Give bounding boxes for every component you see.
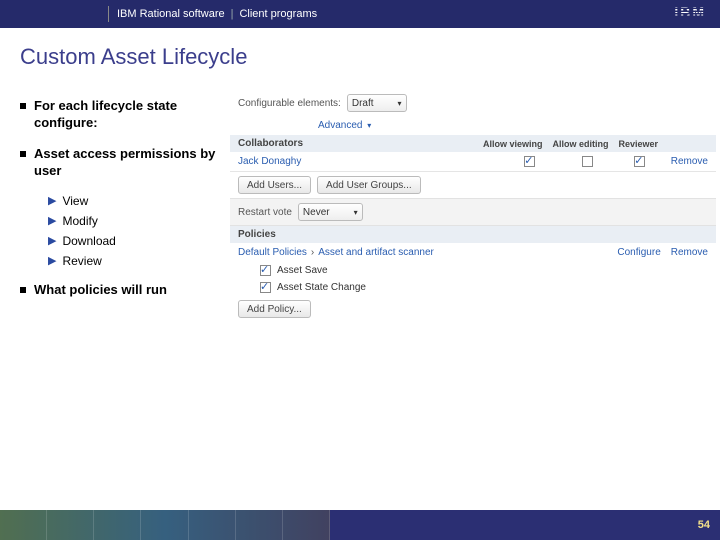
sub-bullet-item: ▶ Review (48, 254, 220, 268)
col-allow-editing: Allow editing (552, 139, 608, 149)
collaborators-header: Collaborators Allow viewing Allow editin… (230, 135, 716, 152)
sub-bullet-text: Download (62, 234, 115, 248)
page-number: 54 (698, 519, 710, 531)
header-brand: IBM Rational software (117, 8, 225, 20)
chevron-down-icon: ▾ (354, 208, 358, 217)
collaborators-title: Collaborators (238, 138, 303, 149)
remove-link[interactable]: Remove (671, 156, 708, 167)
policy-item: Asset State Change (230, 279, 716, 296)
arrow-icon: ▶ (48, 214, 56, 227)
col-allow-viewing: Allow viewing (483, 139, 543, 149)
sub-bullet-item: ▶ Download (48, 234, 220, 248)
col-reviewer: Reviewer (618, 139, 658, 149)
square-bullet-icon (20, 287, 26, 293)
chevron-down-icon: ▾ (398, 99, 402, 108)
collaborator-row: Jack Donaghy Remove (230, 152, 716, 172)
policy-checkbox[interactable] (260, 282, 271, 293)
policy-remove-link[interactable]: Remove (671, 247, 708, 258)
col-spacer (668, 139, 708, 149)
policies-header: Policies (230, 226, 716, 243)
sub-bullet-text: Modify (62, 214, 97, 228)
header-bar: IBM Rational software | Client programs … (0, 0, 720, 28)
add-user-groups-button[interactable]: Add User Groups... (317, 176, 421, 194)
bullet-item: What policies will run (20, 282, 220, 299)
policies-breadcrumb-leaf[interactable]: Asset and artifact scanner (318, 247, 434, 258)
config-panel: Configurable elements: Draft ▾ Advanced … (230, 90, 720, 540)
restart-vote-select[interactable]: Never ▾ (298, 203, 363, 221)
footer: 54 (0, 510, 720, 540)
policy-label: Asset Save (277, 265, 328, 276)
slide: IBM Rational software | Client programs … (0, 0, 720, 540)
sub-bullet-item: ▶ View (48, 194, 220, 208)
policy-configure-link[interactable]: Configure (617, 247, 660, 258)
arrow-icon: ▶ (48, 254, 56, 267)
restart-vote-row: Restart vote Never ▾ (230, 198, 716, 226)
header-separator: | (231, 8, 234, 20)
add-policy-row: Add Policy... (230, 296, 716, 322)
breadcrumb-sep: › (311, 247, 314, 258)
advanced-label: Advanced (318, 120, 362, 131)
policy-checkbox[interactable] (260, 265, 271, 276)
advanced-toggle[interactable]: Advanced ▾ (318, 120, 371, 131)
policies-title: Policies (238, 229, 276, 240)
select-value: Never (303, 207, 330, 218)
restart-vote-label: Restart vote (238, 207, 292, 218)
arrow-icon: ▶ (48, 234, 56, 247)
bullet-item: Asset access permissions by user (20, 146, 220, 180)
collaborators-columns: Allow viewing Allow editing Reviewer (483, 139, 708, 149)
sub-bullet-text: View (62, 194, 88, 208)
ibm-logo: IBM (674, 4, 706, 20)
arrow-icon: ▶ (48, 194, 56, 207)
bullet-column: For each lifecycle state configure: Asse… (0, 90, 230, 540)
square-bullet-icon (20, 103, 26, 109)
allow-viewing-checkbox[interactable] (524, 156, 535, 167)
bullet-item: For each lifecycle state configure: (20, 98, 220, 132)
policy-item: Asset Save (230, 262, 716, 279)
policies-breadcrumb-root[interactable]: Default Policies (238, 247, 307, 258)
footer-image-strip (0, 510, 330, 540)
ibm-logo-text: IBM (674, 4, 706, 20)
page-title: Custom Asset Lifecycle (0, 28, 720, 80)
header-section: Client programs (239, 8, 317, 20)
policy-label: Asset State Change (277, 282, 366, 293)
chevron-down-icon: ▾ (367, 121, 371, 130)
sub-bullet-item: ▶ Modify (48, 214, 220, 228)
policies-breadcrumb-row: Default Policies › Asset and artifact sc… (230, 243, 716, 262)
config-elements-row: Configurable elements: Draft ▾ (230, 90, 716, 116)
config-elements-label: Configurable elements: (238, 98, 341, 109)
footer-bar: 54 (330, 510, 720, 540)
config-elements-select[interactable]: Draft ▾ (347, 94, 407, 112)
collaborator-name[interactable]: Jack Donaghy (238, 156, 301, 167)
select-value: Draft (352, 98, 374, 109)
sub-bullet-text: Review (62, 254, 101, 268)
slide-body: For each lifecycle state configure: Asse… (0, 80, 720, 540)
reviewer-checkbox[interactable] (634, 156, 645, 167)
square-bullet-icon (20, 151, 26, 157)
bullet-text: For each lifecycle state configure: (34, 98, 220, 132)
bullet-text: What policies will run (34, 282, 167, 299)
header-divider (108, 6, 109, 22)
add-users-button[interactable]: Add Users... (238, 176, 311, 194)
add-collaborators-row: Add Users... Add User Groups... (230, 172, 716, 198)
bullet-text: Asset access permissions by user (34, 146, 220, 180)
allow-editing-checkbox[interactable] (582, 156, 593, 167)
add-policy-button[interactable]: Add Policy... (238, 300, 311, 318)
advanced-row: Advanced ▾ (230, 116, 716, 135)
